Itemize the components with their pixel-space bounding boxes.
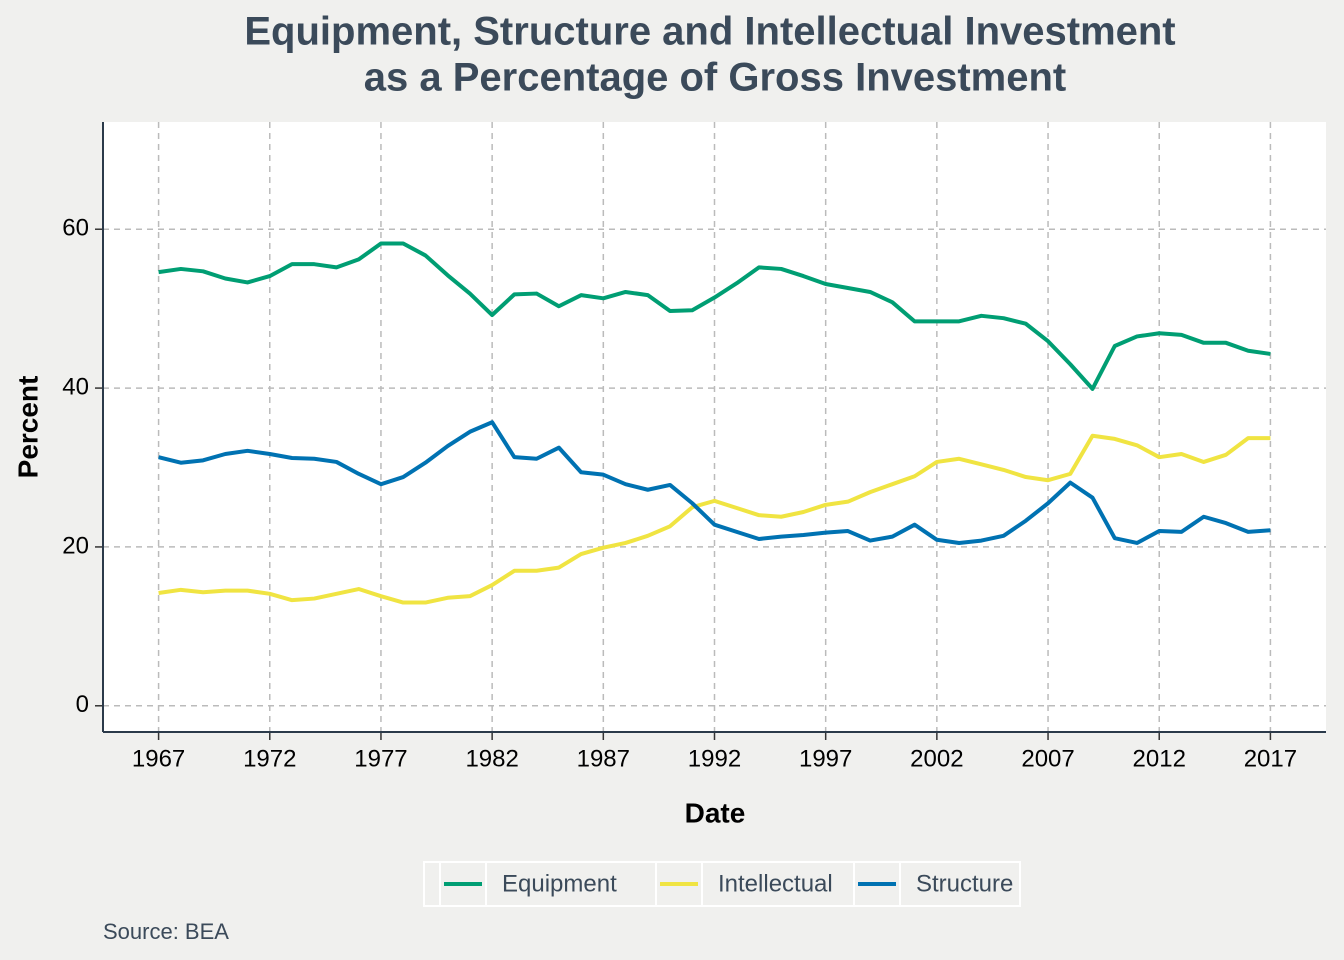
y-tick-label: 0 bbox=[76, 691, 89, 718]
y-tick-label: 60 bbox=[62, 215, 89, 242]
x-tick-label: 1987 bbox=[577, 745, 630, 772]
series-line bbox=[158, 420, 1271, 545]
y-tick-label: 20 bbox=[62, 532, 89, 559]
x-tick-label: 1977 bbox=[354, 745, 407, 772]
chart-title: as a Percentage of Gross Investment bbox=[364, 56, 1067, 100]
y-axis-title: Percent bbox=[12, 376, 43, 479]
x-tick-label: 2002 bbox=[910, 745, 963, 772]
x-tick-label: 1972 bbox=[243, 745, 296, 772]
x-tick-label: 1967 bbox=[132, 745, 185, 772]
x-tick-label: 2017 bbox=[1244, 745, 1297, 772]
legend-label: Structure bbox=[916, 870, 1013, 897]
x-tick-label: 1997 bbox=[799, 745, 852, 772]
x-tick-label: 2007 bbox=[1021, 745, 1074, 772]
x-tick-label: 1992 bbox=[688, 745, 741, 772]
series-line bbox=[158, 433, 1271, 605]
legend-label: Intellectual bbox=[718, 870, 833, 897]
legend-box bbox=[423, 861, 1021, 907]
chart-title: Equipment, Structure and Intellectual In… bbox=[244, 10, 1175, 54]
x-tick-label: 1982 bbox=[465, 745, 518, 772]
legend-label: Equipment bbox=[502, 870, 617, 897]
x-tick-label: 2012 bbox=[1133, 745, 1186, 772]
x-axis-title: Date bbox=[685, 797, 746, 828]
source-note: Source: BEA bbox=[103, 919, 229, 944]
series-line bbox=[158, 241, 1271, 391]
y-tick-label: 40 bbox=[62, 373, 89, 400]
